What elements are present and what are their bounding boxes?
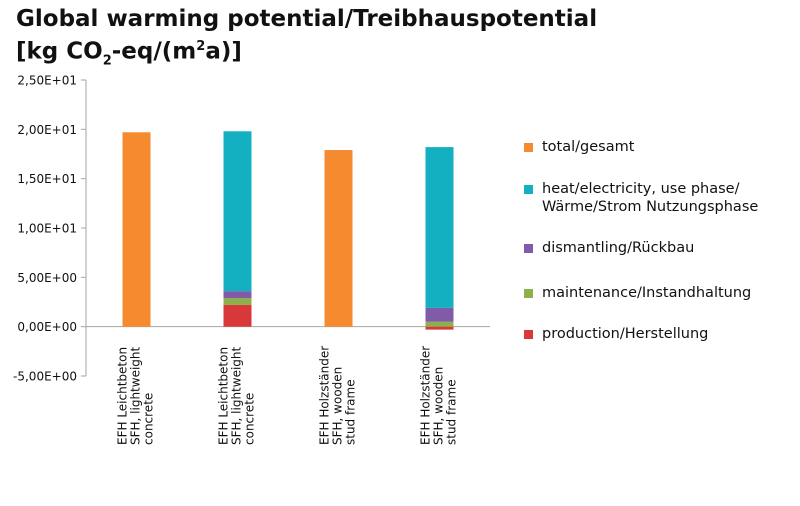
bar-segment-total <box>122 132 151 327</box>
legend-label-heat-electricity-line2: Wärme/Strom Nutzungsphase <box>542 199 759 215</box>
bar-segment-dismantling <box>223 291 252 299</box>
legend-swatch-maintenance <box>524 289 533 298</box>
legend: total/gesamt heat/electricity, use phase… <box>524 0 800 506</box>
x-category-label-line: SFH, wooden <box>432 367 446 445</box>
x-category-label-line: EFH Leichtbeton <box>116 347 130 445</box>
y-tick-label: 2,00E+01 <box>17 123 77 137</box>
x-category-label: EFH Leichtbeton SFH, lightweight concrete <box>217 346 257 445</box>
y-tick-label: 1,50E+01 <box>17 172 77 186</box>
y-tick-label: 0,00E+00 <box>17 320 77 334</box>
bar-segment-maintenance <box>425 321 454 327</box>
chart-title-line1: Global warming potential/Treibhauspotent… <box>16 6 598 32</box>
x-category-label-line: stud frame <box>445 379 459 445</box>
title-unit-mid: -eq/(m <box>111 38 197 65</box>
legend-label-maintenance: maintenance/Instandhaltung <box>542 285 752 301</box>
y-tick-label: 5,00E+00 <box>17 271 77 285</box>
bar-segment-production <box>223 304 252 327</box>
x-category-label-line: concrete <box>142 393 156 445</box>
x-category-label-line: stud frame <box>344 379 358 445</box>
chart-title-line2: [kg CO2-eq/(m2a)] <box>16 33 597 74</box>
legend-swatch-dismantling <box>524 244 533 253</box>
legend-label-production: production/Herstellung <box>542 326 709 342</box>
bar-segment-dismantling <box>425 307 454 322</box>
bar-segment-total <box>324 150 353 327</box>
x-category-label: EFH Holzständer SFH, wooden stud frame <box>318 346 358 445</box>
y-tick-label: 2,50E+01 <box>17 74 77 88</box>
x-category-label-line: EFH Holzständer <box>318 346 332 445</box>
bar-chart: -5,00E+00 0,00E+00 5,00E+00 1,00E+01 1,50E+0… <box>13 74 490 445</box>
title-unit-suffix: a)] <box>205 38 242 65</box>
x-category-label-line: EFH Leichtbeton <box>217 347 231 445</box>
x-category-label-line: SFH, lightweight <box>230 346 244 445</box>
legend-label-total: total/gesamt <box>542 139 635 155</box>
bar-segment-maintenance <box>223 298 252 305</box>
y-tick-label: -5,00E+00 <box>13 370 77 384</box>
legend-label-dismantling: dismantling/Rückbau <box>542 240 695 256</box>
title-unit-sub: 2 <box>102 53 112 69</box>
x-category-label: EFH Holzständer SFH, wooden stud frame <box>419 346 459 445</box>
legend-swatch-heat-electricity <box>524 185 533 194</box>
bar-segment-production <box>425 326 454 330</box>
legend-swatch-production <box>524 330 533 339</box>
bar-segment-heat <box>223 131 252 292</box>
x-category-label-line: SFH, lightweight <box>129 346 143 445</box>
title-unit-sup: 2 <box>196 39 206 54</box>
legend-swatch-total <box>524 143 533 152</box>
bar-segment-heat <box>425 147 454 308</box>
title-unit-prefix: [kg CO <box>16 38 103 65</box>
y-tick-label: 1,00E+01 <box>17 222 77 236</box>
legend-label-heat-electricity-line1: heat/electricity, use phase/ <box>542 181 740 197</box>
x-category-label: EFH Leichtbeton SFH, lightweight concrete <box>116 346 156 445</box>
x-category-label-line: EFH Holzständer <box>419 346 433 445</box>
chart-title: Global warming potential/Treibhauspotent… <box>16 6 597 74</box>
x-category-label-line: SFH, wooden <box>331 367 345 445</box>
x-category-label-line: concrete <box>243 393 257 445</box>
